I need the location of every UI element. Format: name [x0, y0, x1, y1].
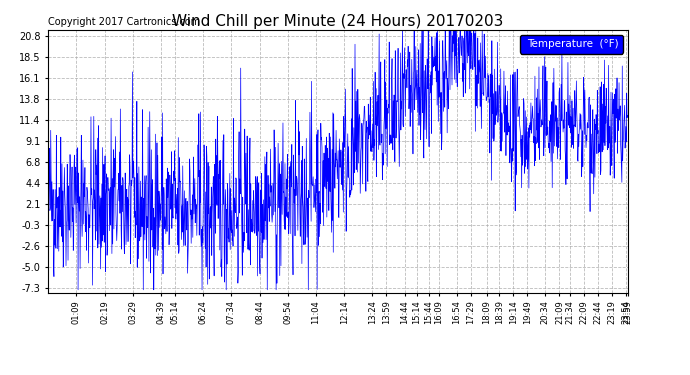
Title: Wind Chill per Minute (24 Hours) 20170203: Wind Chill per Minute (24 Hours) 2017020…	[172, 14, 504, 29]
Legend: Temperature  (°F): Temperature (°F)	[520, 35, 622, 54]
Text: Copyright 2017 Cartronics.com: Copyright 2017 Cartronics.com	[48, 17, 200, 27]
